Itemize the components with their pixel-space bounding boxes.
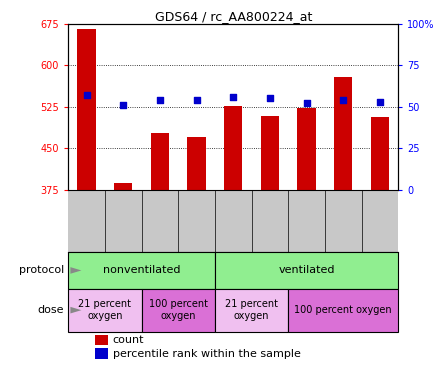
Point (193, 97, 200, 103)
Text: 100 percent
oxygen: 100 percent oxygen (149, 299, 208, 321)
Bar (68, 252, 215, 289)
Text: protocol: protocol (18, 265, 64, 276)
Text: 21 percent
oxygen: 21 percent oxygen (225, 299, 278, 321)
Bar (95, 335, 108, 346)
Bar (288, 289, 398, 332)
Bar (224, 106, 242, 190)
Bar (142, 289, 215, 332)
Bar (297, 108, 315, 190)
Point (340, 97, 347, 103)
Text: dose: dose (37, 305, 64, 315)
Text: 100 percent oxygen: 100 percent oxygen (294, 305, 392, 315)
Bar (68, 289, 142, 332)
Point (230, 94, 237, 100)
Bar (215, 289, 288, 332)
Text: count: count (113, 335, 144, 345)
Bar (370, 117, 389, 190)
Bar (260, 116, 279, 190)
Text: ventilated: ventilated (278, 265, 335, 276)
Bar (334, 78, 352, 190)
Title: GDS64 / rc_AA800224_at: GDS64 / rc_AA800224_at (154, 10, 312, 23)
Point (156, 97, 163, 103)
Point (120, 102, 127, 108)
Bar (150, 133, 169, 190)
Point (83, 92, 90, 98)
Text: 21 percent
oxygen: 21 percent oxygen (78, 299, 132, 321)
Point (376, 99, 383, 105)
Text: nonventilated: nonventilated (103, 265, 180, 276)
Bar (77, 29, 95, 190)
Bar (114, 183, 132, 190)
Bar (215, 252, 398, 289)
Point (266, 96, 273, 101)
Bar (187, 137, 206, 190)
Text: percentile rank within the sample: percentile rank within the sample (113, 349, 301, 359)
Point (303, 101, 310, 107)
Bar (95, 348, 108, 359)
